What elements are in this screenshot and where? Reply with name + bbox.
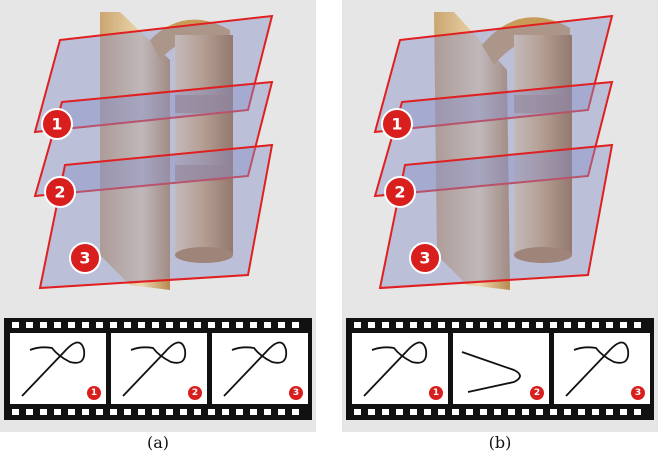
caption-a: (a) — [146, 433, 170, 452]
film-perforations-top — [12, 322, 299, 328]
surface-sheet — [434, 12, 510, 290]
caption-b: (b) — [488, 433, 512, 452]
film-strip: 1 2 3 — [4, 318, 312, 420]
svg-text:3: 3 — [419, 249, 430, 268]
surface-cylinder-bottom — [514, 247, 572, 263]
svg-text:3: 3 — [635, 388, 641, 398]
film-frame-1: 1 — [10, 333, 106, 404]
svg-text:2: 2 — [54, 183, 65, 202]
plane-badge-3: 3 — [69, 242, 101, 274]
plane-badge-2: 2 — [44, 176, 76, 208]
film-frame-1: 1 — [352, 333, 448, 404]
svg-text:3: 3 — [293, 388, 299, 398]
film-frame-3: 3 — [212, 333, 308, 404]
fold-surface — [434, 12, 572, 290]
surface-sheet — [100, 12, 170, 290]
panel-b-graphic: 1 2 3 1 — [346, 12, 654, 420]
svg-text:1: 1 — [51, 115, 62, 134]
level-planes — [33, 14, 274, 290]
loop-curve — [21, 341, 86, 397]
film-frame-3: 3 — [554, 333, 650, 404]
plane-1 — [373, 14, 614, 134]
fold-surface — [100, 12, 233, 290]
level-planes — [373, 14, 614, 290]
film-frame-2: 2 — [111, 333, 207, 404]
surface-band — [175, 95, 233, 113]
plane-badge-3: 3 — [409, 242, 441, 274]
surface-cylinder-bottom — [175, 247, 233, 263]
surface-band — [514, 95, 572, 113]
fold-curve — [461, 351, 521, 393]
plane-2 — [33, 80, 274, 198]
plane-badge-1: 1 — [381, 108, 413, 140]
film-perforations-top — [354, 322, 641, 328]
loop-curve — [363, 341, 428, 397]
svg-text:3: 3 — [79, 249, 90, 268]
surface-cylinder — [175, 35, 233, 255]
plane-1 — [33, 14, 274, 134]
plane-2 — [373, 80, 614, 198]
loop-curve — [223, 341, 288, 397]
svg-text:1: 1 — [433, 388, 439, 398]
svg-text:1: 1 — [391, 115, 402, 134]
plane-badge-1: 1 — [41, 108, 73, 140]
panel-b: 1 2 3 1 — [342, 0, 658, 432]
panel-a-graphic: 1 2 3 1 — [4, 12, 312, 420]
surface-band — [175, 165, 233, 181]
loop-curve — [122, 341, 187, 397]
surface-cylinder — [514, 35, 572, 255]
svg-text:2: 2 — [394, 183, 405, 202]
svg-text:2: 2 — [534, 388, 540, 398]
film-strip: 1 2 3 — [346, 318, 654, 420]
svg-text:2: 2 — [192, 388, 198, 398]
film-perforations-bottom — [12, 409, 299, 415]
film-perforations-bottom — [354, 409, 641, 415]
svg-text:1: 1 — [91, 388, 97, 398]
plane-badge-2: 2 — [384, 176, 416, 208]
panel-a: 1 2 3 1 — [0, 0, 316, 432]
loop-curve — [565, 341, 630, 397]
film-frame-2: 2 — [453, 333, 549, 404]
